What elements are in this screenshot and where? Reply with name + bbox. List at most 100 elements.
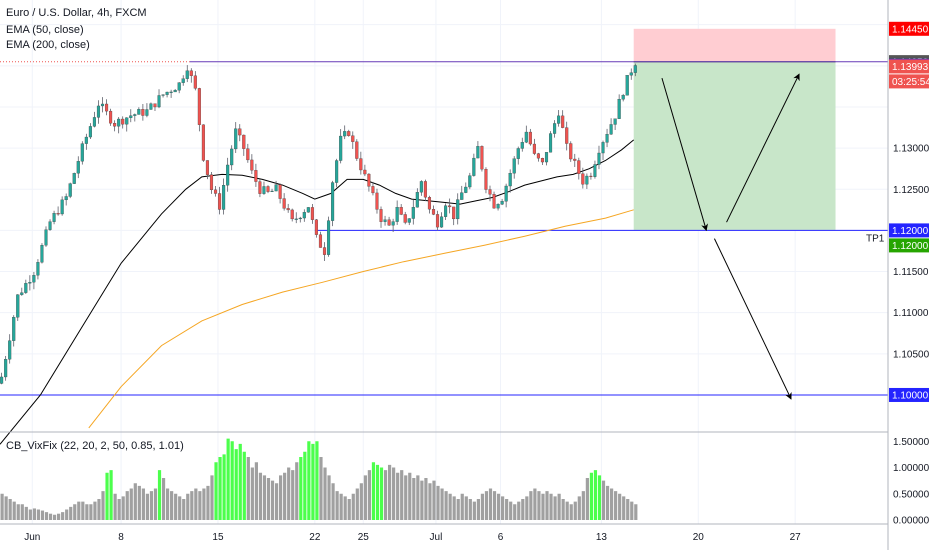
vixfix-bar xyxy=(178,496,182,520)
vixfix-bar xyxy=(565,501,569,520)
vixfix-bar xyxy=(533,488,537,520)
candle-body xyxy=(28,282,32,284)
candle-body xyxy=(573,158,577,161)
candle-body xyxy=(52,213,56,222)
candles xyxy=(0,63,637,385)
vixfix-bar xyxy=(408,472,412,520)
time-tick-label: 13 xyxy=(596,532,608,543)
candle-body xyxy=(456,199,460,220)
vixfix-bar xyxy=(541,493,545,520)
candle-body xyxy=(181,78,185,83)
candle-body xyxy=(165,91,169,95)
vixfix-bar xyxy=(420,480,424,520)
candle-body xyxy=(48,221,52,230)
vixfix-bar xyxy=(505,499,509,520)
candle-body xyxy=(440,216,444,228)
price-tick-label: 1.11000 xyxy=(893,308,929,319)
price-tick-label: 1.11500 xyxy=(893,267,929,278)
vixfix-bar xyxy=(210,475,214,520)
candle-body xyxy=(250,159,254,171)
ema200-legend[interactable]: EMA (200, close) xyxy=(6,39,90,51)
vixfix-bar xyxy=(153,488,158,520)
vixfix-bar xyxy=(561,499,565,520)
vixfix-bar xyxy=(436,485,440,520)
vixfix-bar xyxy=(553,496,557,520)
candle-body xyxy=(36,262,40,276)
candle-body xyxy=(452,206,456,220)
vixfix-bars xyxy=(0,438,638,520)
candle-body xyxy=(290,209,294,220)
vixfix-bar xyxy=(279,475,283,520)
vixfix-bar xyxy=(359,483,363,520)
candle-body xyxy=(528,131,532,145)
vixfix-bar xyxy=(311,443,315,520)
vixfix-bar xyxy=(448,493,452,520)
vixfix-bar xyxy=(117,499,121,520)
vixfix-bar xyxy=(521,499,525,520)
vixfix-bar xyxy=(452,496,456,520)
price-tick-label: 1.12500 xyxy=(893,185,930,196)
vixfix-bar xyxy=(202,488,206,520)
candle-body xyxy=(326,220,331,255)
vixfix-bar xyxy=(105,472,109,520)
forecast-arrow xyxy=(713,238,792,400)
vixfix-bar xyxy=(190,491,194,520)
candle-body xyxy=(427,197,432,210)
vixfix-bar xyxy=(630,501,634,520)
vixfix-bar xyxy=(121,496,125,520)
horizontal-lines[interactable] xyxy=(0,61,888,396)
vixfix-bar xyxy=(246,457,250,520)
time-axis[interactable]: Jun 8 15 22 25 Jul 6 13 20 27 xyxy=(24,532,801,543)
forecast-arrows[interactable] xyxy=(661,73,800,400)
candle-body xyxy=(266,186,270,192)
candle-body xyxy=(508,173,512,187)
candle-body xyxy=(532,143,536,154)
candle-body xyxy=(314,219,318,235)
indicator-legend[interactable]: CB_VixFix (22, 20, 2, 50, 0.85, 1.01) xyxy=(6,440,184,452)
vixfix-bar xyxy=(69,506,73,520)
tp1-label: TP1 xyxy=(866,233,885,244)
candle-body xyxy=(72,173,76,184)
candle-body xyxy=(609,124,613,135)
symbol-title[interactable]: Euro / U.S. Dollar, 4h, FXCM xyxy=(6,7,147,19)
candle-body xyxy=(391,221,395,226)
vixfix-bar xyxy=(20,504,24,520)
vixfix-bar xyxy=(174,493,178,520)
vixfix-bar xyxy=(517,501,521,520)
candle-body xyxy=(387,219,391,226)
candle-body xyxy=(407,218,411,223)
candle-body xyxy=(504,185,508,202)
vixfix-bar xyxy=(488,488,493,520)
position-box[interactable] xyxy=(633,28,836,231)
vixfix-bar xyxy=(335,491,339,520)
candle-body xyxy=(56,213,60,215)
candle-body xyxy=(254,170,258,182)
vixfix-bar xyxy=(537,491,541,520)
candle-body xyxy=(173,90,177,93)
candle-body xyxy=(548,133,553,153)
candle-body xyxy=(375,192,379,210)
vixfix-bar xyxy=(634,504,638,520)
vixfix-bar xyxy=(472,501,476,520)
vixfix-bar xyxy=(392,467,396,520)
candle-body xyxy=(496,204,500,209)
vixfix-bar xyxy=(343,496,347,520)
price-tag-bg xyxy=(889,223,929,238)
candle-body xyxy=(500,201,504,205)
vixfix-bar xyxy=(444,491,448,520)
vixfix-bar xyxy=(226,438,230,520)
price-axis[interactable]: 1.13000 1.12500 1.11500 1.11000 1.10500 xyxy=(893,144,930,361)
vixfix-bar xyxy=(222,454,226,520)
price-tag-label: 1.12000 xyxy=(892,241,929,252)
candle-body xyxy=(24,283,28,293)
candle-body xyxy=(100,103,105,107)
vixfix-bar xyxy=(12,501,16,520)
candle-body xyxy=(274,184,278,192)
candle-body xyxy=(197,88,201,125)
candle-body xyxy=(20,292,24,295)
vixfix-bar xyxy=(432,480,436,520)
ema50-legend[interactable]: EMA (50, close) xyxy=(6,24,84,36)
vixfix-bar xyxy=(614,491,618,520)
vixfix-bar xyxy=(283,472,287,520)
